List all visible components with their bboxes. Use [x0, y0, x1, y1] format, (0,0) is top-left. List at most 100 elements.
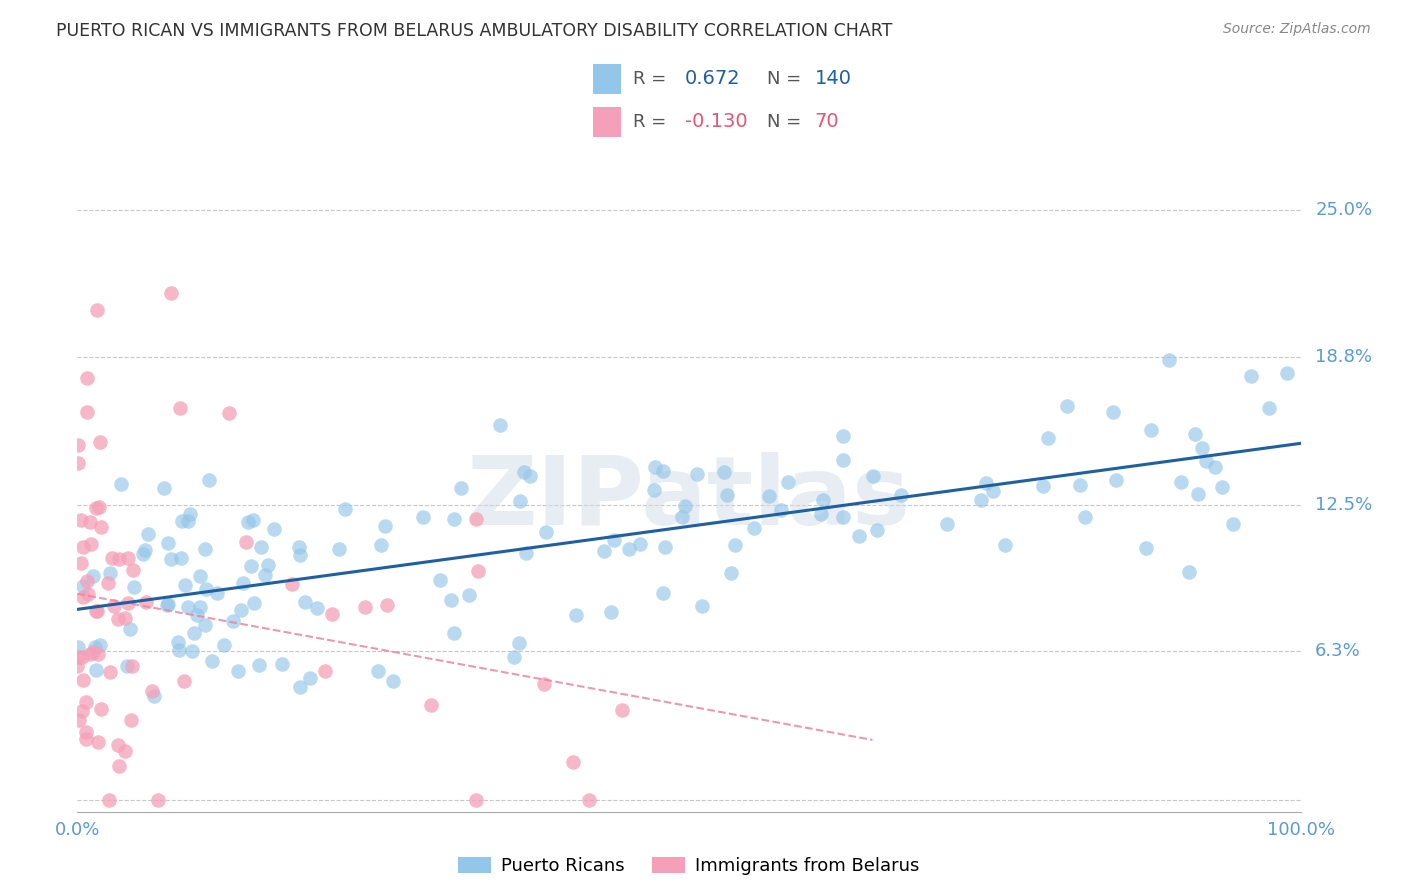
Text: R =: R = — [633, 113, 666, 131]
Point — [98, 665, 121, 679]
Point — [118, 622, 141, 636]
Point — [135, 595, 157, 609]
Point — [1257, 401, 1279, 415]
Point — [321, 607, 343, 621]
Point — [122, 562, 145, 576]
Point — [86, 302, 108, 317]
Point — [70, 513, 93, 527]
Point — [354, 599, 377, 614]
Point — [67, 650, 90, 665]
Point — [226, 664, 249, 678]
Point — [84, 500, 107, 515]
Text: 0.672: 0.672 — [685, 70, 741, 88]
Point — [76, 574, 98, 588]
Point — [298, 672, 321, 686]
Point — [97, 793, 120, 807]
Text: 70: 70 — [814, 112, 839, 131]
Point — [370, 538, 392, 552]
Point — [1211, 480, 1233, 494]
Point — [1105, 473, 1128, 487]
Point — [443, 626, 465, 640]
Point — [76, 371, 98, 385]
Point — [974, 476, 997, 491]
Point — [561, 755, 583, 769]
Point — [159, 285, 181, 300]
Point — [103, 599, 125, 613]
Point — [1239, 369, 1261, 384]
Point — [100, 551, 122, 566]
Text: ZIPatlas: ZIPatlas — [467, 452, 911, 545]
Point — [87, 735, 110, 749]
Point — [146, 793, 169, 807]
Point — [177, 599, 200, 614]
Point — [173, 674, 195, 689]
Point — [831, 510, 853, 524]
Point — [86, 648, 108, 662]
Point — [97, 576, 120, 591]
Point — [70, 649, 93, 664]
Point — [82, 569, 104, 583]
Point — [465, 793, 488, 807]
Point — [84, 640, 107, 654]
Point — [686, 467, 709, 481]
Point — [90, 519, 112, 533]
Point — [578, 793, 600, 807]
Point — [66, 640, 89, 655]
Point — [862, 469, 884, 483]
Point — [250, 540, 273, 554]
Point — [86, 604, 108, 618]
Point — [236, 515, 259, 529]
Point — [515, 546, 537, 560]
Text: Source: ZipAtlas.com: Source: ZipAtlas.com — [1223, 22, 1371, 37]
Text: N =: N = — [768, 70, 801, 87]
Point — [488, 417, 510, 432]
Point — [280, 577, 302, 591]
Point — [89, 500, 111, 515]
Point — [84, 663, 107, 677]
Point — [1073, 509, 1095, 524]
Point — [367, 664, 389, 678]
Point — [232, 576, 254, 591]
Point — [117, 596, 139, 610]
Point — [1204, 459, 1226, 474]
Point — [186, 607, 208, 622]
Point — [169, 401, 191, 416]
Point — [742, 520, 765, 534]
Point — [170, 514, 193, 528]
Point — [194, 618, 217, 632]
Point — [617, 541, 640, 556]
Point — [1135, 541, 1157, 556]
Point — [72, 579, 94, 593]
Point — [314, 665, 336, 679]
Point — [333, 502, 356, 516]
Point — [866, 523, 889, 537]
Point — [239, 559, 262, 574]
Point — [143, 689, 166, 703]
Point — [107, 738, 129, 752]
Point — [654, 540, 676, 554]
Point — [89, 435, 111, 450]
Point — [141, 684, 163, 698]
Point — [120, 713, 142, 727]
Text: PUERTO RICAN VS IMMIGRANTS FROM BELARUS AMBULATORY DISABILITY CORRELATION CHART: PUERTO RICAN VS IMMIGRANTS FROM BELARUS … — [56, 22, 893, 40]
Point — [288, 548, 311, 562]
Point — [381, 673, 404, 688]
Point — [375, 598, 398, 612]
Text: 12.5%: 12.5% — [1315, 496, 1372, 514]
Point — [628, 537, 651, 551]
Point — [229, 603, 252, 617]
Point — [114, 744, 136, 758]
Point — [1184, 426, 1206, 441]
Point — [519, 468, 541, 483]
Point — [98, 566, 121, 581]
Point — [1275, 366, 1298, 380]
Point — [67, 714, 90, 728]
Point — [1140, 423, 1163, 437]
Point — [107, 552, 129, 566]
Point — [132, 547, 155, 561]
Point — [66, 438, 89, 452]
Point — [247, 658, 270, 673]
Point — [179, 508, 201, 522]
Point — [994, 537, 1017, 551]
Point — [811, 493, 834, 508]
